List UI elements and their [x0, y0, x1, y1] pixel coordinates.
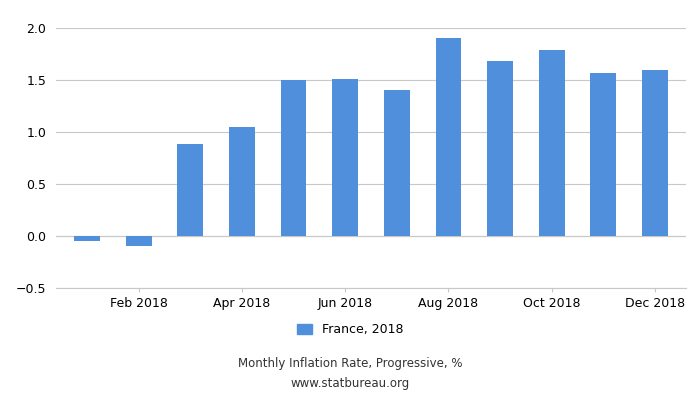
- Bar: [642, 70, 668, 236]
- Text: Monthly Inflation Rate, Progressive, %: Monthly Inflation Rate, Progressive, %: [238, 358, 462, 370]
- Bar: [229, 127, 255, 236]
- Bar: [539, 50, 565, 236]
- Bar: [384, 90, 409, 236]
- Bar: [487, 61, 513, 236]
- Text: www.statbureau.org: www.statbureau.org: [290, 378, 410, 390]
- Bar: [74, 236, 100, 241]
- Bar: [281, 80, 307, 236]
- Bar: [126, 236, 151, 246]
- Bar: [332, 79, 358, 236]
- Bar: [177, 144, 203, 236]
- Legend: France, 2018: France, 2018: [292, 318, 408, 341]
- Bar: [591, 73, 616, 236]
- Bar: [435, 38, 461, 236]
